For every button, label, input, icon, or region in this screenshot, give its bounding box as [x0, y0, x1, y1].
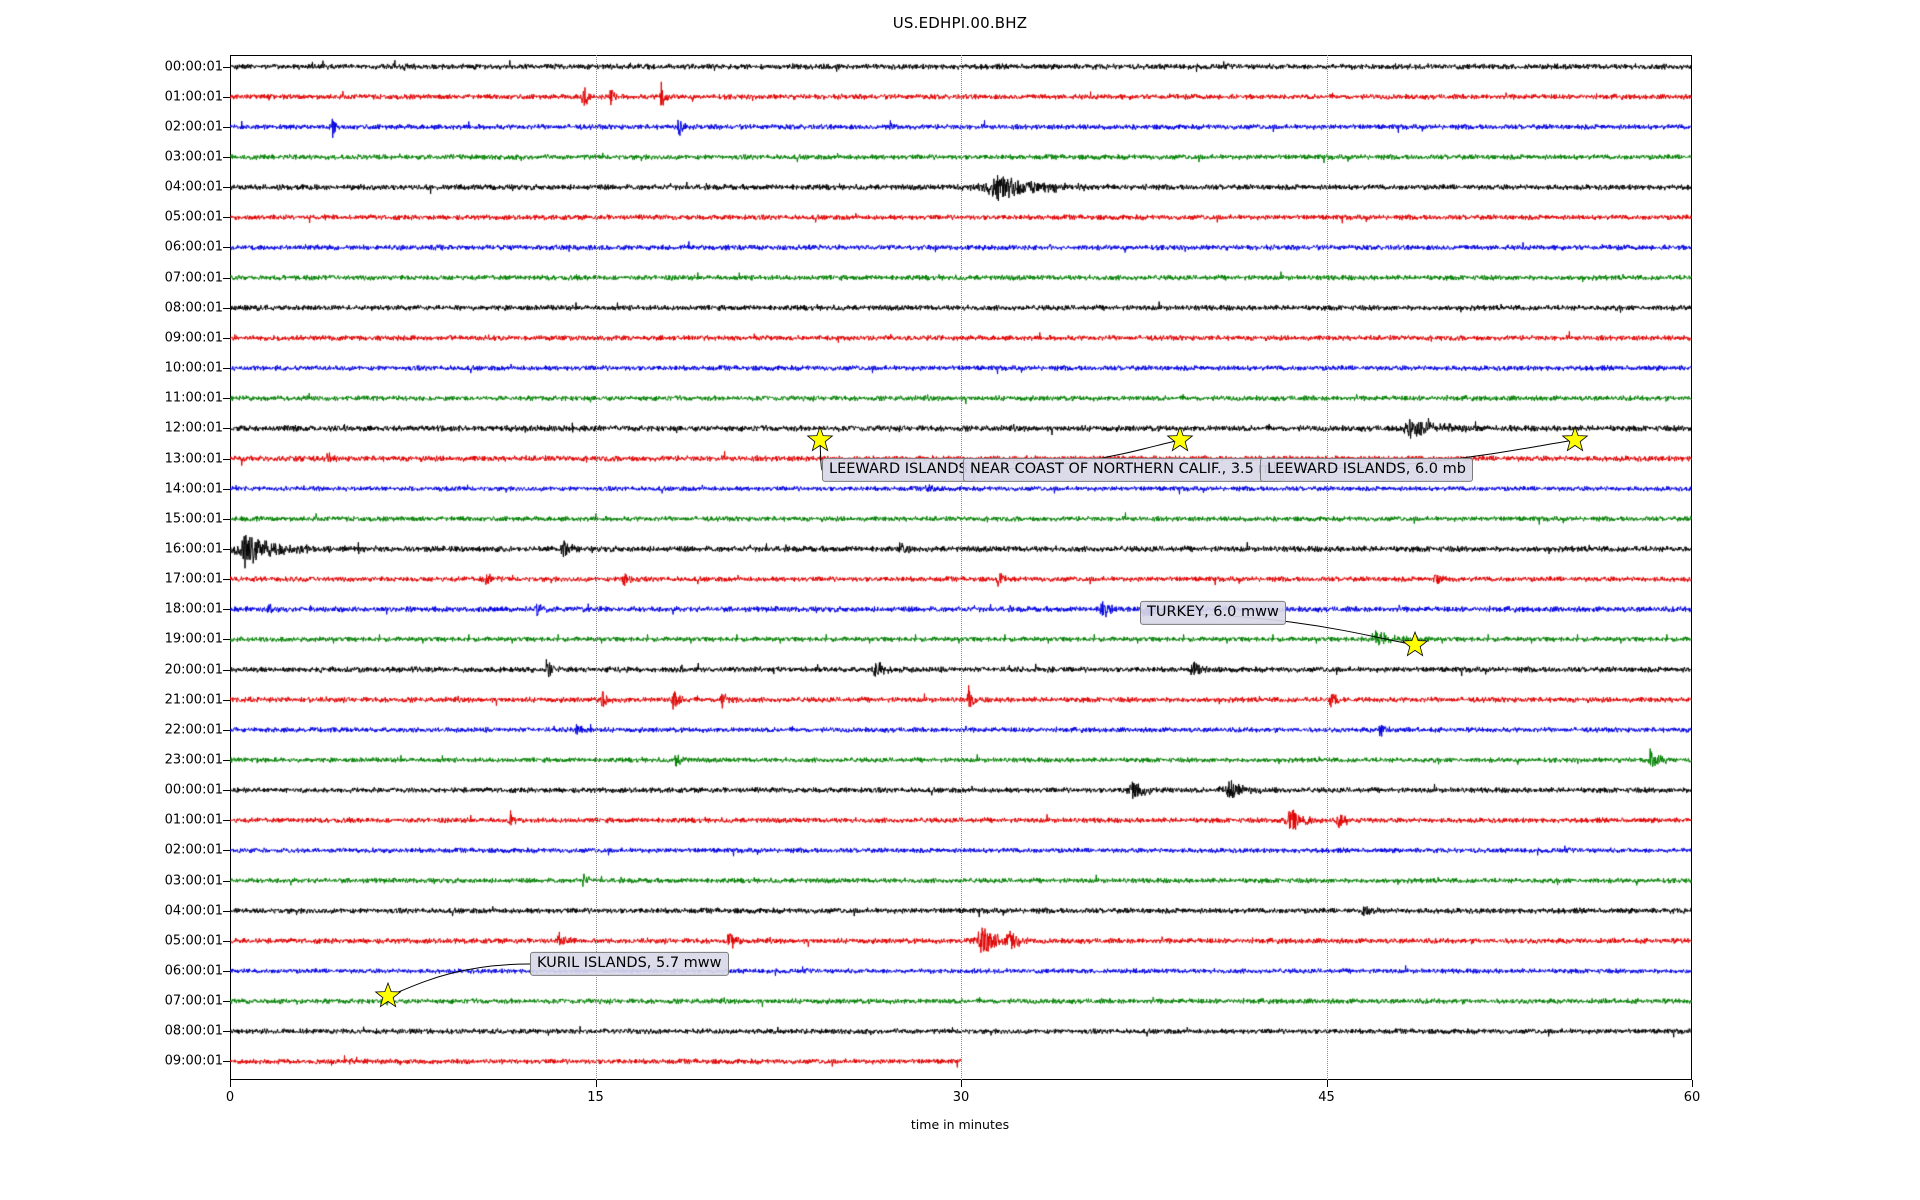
- y-axis-tick-mark: [223, 548, 230, 550]
- y-axis-tick-mark: [223, 579, 230, 581]
- y-axis-tick-mark: [223, 669, 230, 671]
- y-axis-tick-label: 15:00:01: [164, 511, 223, 527]
- x-axis-tick-mark: [230, 1080, 231, 1087]
- event-annotation-label[interactable]: NEAR COAST OF NORTHERN CALIF., 3.5 ml: [963, 457, 1284, 483]
- y-axis-tick-mark: [223, 609, 230, 611]
- y-axis-tick-mark: [223, 217, 230, 219]
- x-axis-tick-label: 60: [1683, 1090, 1701, 1105]
- y-axis-tick-label: 16:00:01: [164, 541, 223, 557]
- x-axis-tick-mark: [595, 1080, 597, 1087]
- event-annotation-label[interactable]: LEEWARD ISLANDS: [822, 457, 975, 483]
- y-axis-tick-mark: [223, 971, 230, 973]
- y-axis-tick-mark: [223, 398, 230, 400]
- y-axis-tick-mark: [223, 790, 230, 792]
- y-axis-tick-mark: [223, 368, 230, 370]
- y-axis-tick-label: 04:00:01: [164, 903, 223, 919]
- y-axis-tick-mark: [223, 940, 230, 942]
- y-axis-tick-label: 23:00:01: [164, 752, 223, 768]
- y-axis-tick-mark: [223, 910, 230, 912]
- y-axis-tick-mark: [223, 458, 230, 460]
- y-axis-tick-labels: 00:00:01 01:00:01 02:00:01 03:00:01 04:00:01…: [135, 0, 223, 1200]
- y-axis-tick-mark: [223, 729, 230, 731]
- y-axis-tick-label: 07:00:01: [164, 993, 223, 1009]
- y-axis-tick-label: 05:00:01: [164, 933, 223, 949]
- y-axis-tick-label: 01:00:01: [164, 89, 223, 105]
- x-axis-gridline: [961, 55, 962, 1080]
- y-axis-tick-mark: [223, 96, 230, 98]
- y-axis-tick-mark: [223, 699, 230, 701]
- y-axis-tick-mark: [223, 820, 230, 822]
- y-axis-tick-label: 12:00:01: [164, 420, 223, 436]
- y-axis-tick-mark: [223, 850, 230, 852]
- x-axis-label: time in minutes: [910, 1117, 1010, 1132]
- y-axis-tick-label: 06:00:01: [164, 963, 223, 979]
- x-axis-tick-label: 0: [225, 1090, 235, 1105]
- y-axis-tick-mark: [223, 307, 230, 309]
- y-axis-tick-label: 18:00:01: [164, 601, 223, 617]
- y-axis-tick-label: 08:00:01: [164, 1023, 223, 1039]
- y-axis-tick-mark: [223, 759, 230, 761]
- y-axis-tick-label: 00:00:01: [164, 782, 223, 798]
- event-annotation-label[interactable]: TURKEY, 6.0 mww: [1140, 600, 1286, 626]
- y-axis-tick-label: 21:00:01: [164, 692, 223, 708]
- y-axis-tick-label: 07:00:01: [164, 270, 223, 286]
- y-axis-tick-label: 19:00:01: [164, 631, 223, 647]
- y-axis-tick-mark: [223, 639, 230, 641]
- y-axis-tick-label: 01:00:01: [164, 812, 223, 828]
- y-axis-tick-label: 06:00:01: [164, 239, 223, 255]
- y-axis-tick-label: 22:00:01: [164, 722, 223, 738]
- y-axis-tick-mark: [223, 1061, 230, 1063]
- y-axis-tick-label: 05:00:01: [164, 209, 223, 225]
- y-axis-tick-mark: [223, 337, 230, 339]
- y-axis-tick-label: 11:00:01: [164, 390, 223, 406]
- y-axis-tick-label: 13:00:01: [164, 451, 223, 467]
- x-axis-tick-label: 15: [587, 1090, 604, 1105]
- y-axis-tick-label: 14:00:01: [164, 481, 223, 497]
- x-axis-tick-label: 45: [1318, 1090, 1335, 1105]
- y-axis-tick-mark: [223, 247, 230, 249]
- y-axis-tick-label: 10:00:01: [164, 360, 223, 376]
- y-axis-tick-mark: [223, 277, 230, 279]
- y-axis-tick-label: 17:00:01: [164, 571, 223, 587]
- y-axis-tick-label: 04:00:01: [164, 179, 223, 195]
- y-axis-tick-mark: [223, 518, 230, 520]
- y-axis-tick-label: 03:00:01: [164, 149, 223, 165]
- y-axis-tick-label: 09:00:01: [164, 1053, 223, 1069]
- y-axis-tick-mark: [223, 880, 230, 882]
- y-axis-tick-label: 20:00:01: [164, 662, 223, 678]
- x-axis-tick-mark: [1692, 1080, 1693, 1087]
- x-axis-tick-mark: [961, 1080, 962, 1087]
- y-axis-tick-label: 02:00:01: [164, 842, 223, 858]
- y-axis-tick-mark: [223, 428, 230, 430]
- y-axis-tick-mark: [223, 126, 230, 128]
- y-axis-tick-mark: [223, 187, 230, 189]
- page-title: US.EDHPI.00.BHZ: [892, 14, 1028, 32]
- y-axis-tick-mark: [223, 66, 230, 68]
- event-annotation-label[interactable]: KURIL ISLANDS, 5.7 mww: [530, 951, 729, 977]
- x-axis-gridline: [1326, 55, 1328, 1080]
- y-axis-tick-mark: [223, 1031, 230, 1033]
- x-axis-tick-mark: [1326, 1080, 1328, 1087]
- event-annotation-label[interactable]: LEEWARD ISLANDS, 6.0 mb: [1260, 457, 1473, 483]
- y-axis-tick-mark: [223, 488, 230, 490]
- x-axis-gridline: [595, 55, 597, 1080]
- y-axis-tick-label: 03:00:01: [164, 873, 223, 889]
- y-axis-tick-label: 08:00:01: [164, 300, 223, 316]
- y-axis-tick-label: 09:00:01: [164, 330, 223, 346]
- x-axis-tick-label: 30: [952, 1090, 970, 1105]
- y-axis-tick-label: 02:00:01: [164, 119, 223, 135]
- y-axis-tick-label: 00:00:01: [164, 59, 223, 75]
- y-axis-tick-mark: [223, 157, 230, 159]
- y-axis-tick-mark: [223, 1001, 230, 1003]
